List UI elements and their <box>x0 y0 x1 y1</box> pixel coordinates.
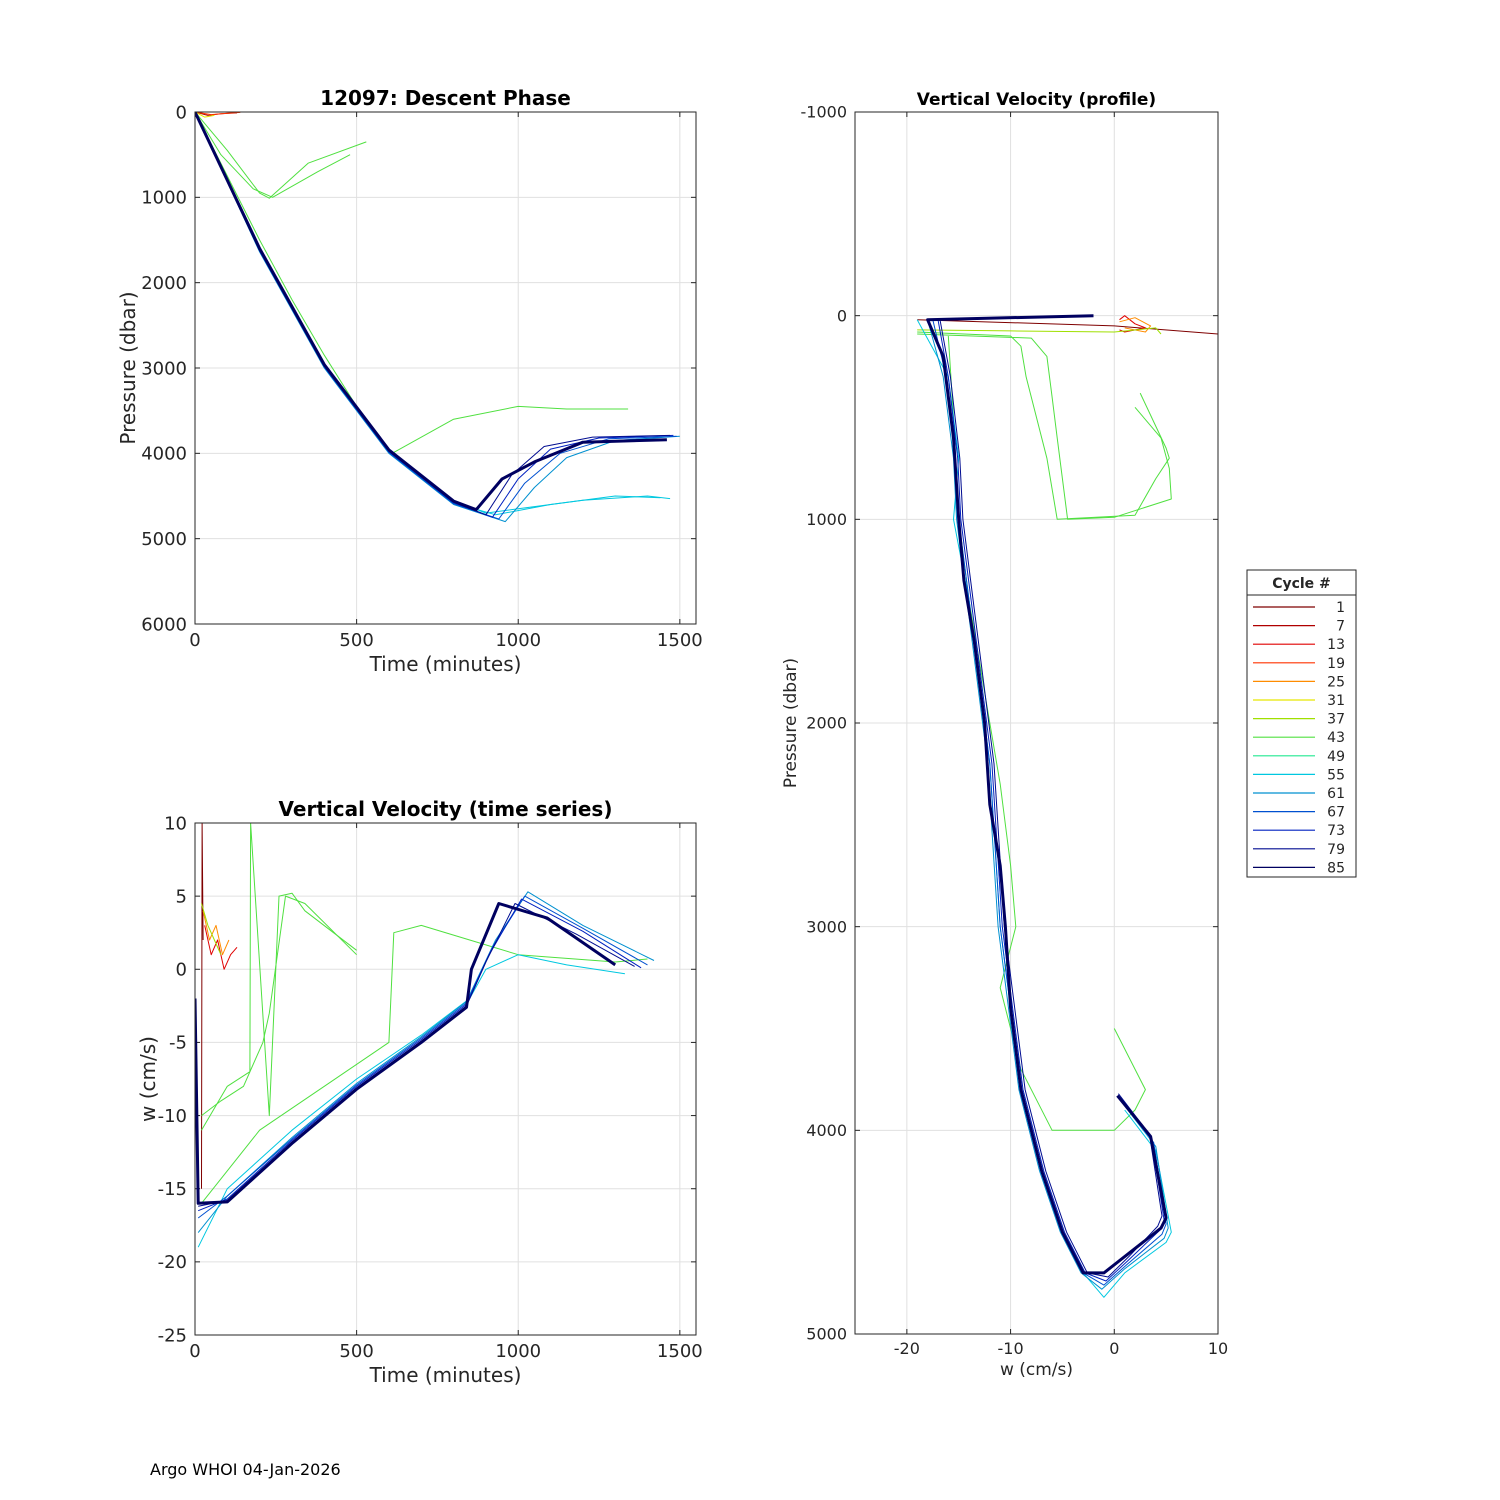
series-line-cycle-79 <box>939 319 1163 1278</box>
y-tick-label: -15 <box>158 1179 187 1200</box>
series-line-cycle-43a <box>201 895 357 1116</box>
x-axis-label: w (cm/s) <box>1000 1360 1073 1380</box>
legend-entry-label: 73 <box>1327 823 1345 839</box>
y-tick-label: -1000 <box>801 103 848 122</box>
legend-entry-label: 85 <box>1327 860 1345 876</box>
y-tick-label: 6000 <box>141 614 187 635</box>
series-line-cycle-31 <box>195 112 215 118</box>
y-tick-label: -10 <box>158 1106 187 1127</box>
series-line-cycle-1 <box>201 823 204 1189</box>
y-tick-label: 4000 <box>141 444 187 465</box>
x-tick-label: 1500 <box>657 1341 703 1362</box>
series-line-cycle-43b <box>201 823 357 1131</box>
x-tick-label: 1000 <box>495 1341 541 1362</box>
y-tick-label: -25 <box>158 1325 187 1346</box>
series-line-cycle-25 <box>202 910 230 956</box>
y-tick-label: 3000 <box>141 358 187 379</box>
chart-descent: 0 500 1000 1500 0 1000 2000 3000 4000 5000 6000 120… <box>116 86 703 676</box>
x-tick-label: -10 <box>998 1339 1024 1358</box>
series-line-cycle-73 <box>937 319 1165 1282</box>
series-line-cycle-37 <box>917 327 1162 335</box>
y-axis-label: Pressure (dbar) <box>116 291 140 444</box>
y-tick-label: 2000 <box>806 714 847 733</box>
series-line-cycle-73 <box>198 898 642 1212</box>
x-tick-label: 0 <box>1109 1339 1119 1358</box>
y-tick-label: 2000 <box>141 273 187 294</box>
series-line-cycle-43b <box>195 112 351 198</box>
y-tick-label: 5000 <box>806 1325 847 1344</box>
x-tick-label: 0 <box>189 1341 200 1362</box>
series-line-cycle-43b <box>917 333 1172 520</box>
legend-entry-label: 49 <box>1327 749 1345 765</box>
x-tick-label: 0 <box>189 630 200 651</box>
x-tick-label: 500 <box>339 1341 373 1362</box>
legend-entry-label: 7 <box>1336 619 1345 635</box>
series-group <box>916 314 1218 1298</box>
x-tick-label: 10 <box>1208 1339 1228 1358</box>
series-line-cycle-85 <box>926 314 1168 1275</box>
series-line-cycle-85 <box>195 902 617 1205</box>
chart-wprof: -20 -10 0 10 -1000 0 1000 2000 3000 4000 5000 Verti… <box>781 90 1228 1380</box>
y-tick-label: 0 <box>176 102 187 123</box>
series-line-cycle-61 <box>197 891 655 1233</box>
y-tick-label: -5 <box>169 1033 187 1054</box>
legend-title: Cycle # <box>1272 576 1331 592</box>
legend-entry-label: 43 <box>1327 730 1345 746</box>
y-axis-label: Pressure (dbar) <box>781 658 801 788</box>
axes-frame <box>194 822 697 1336</box>
y-tick-label: 4000 <box>806 1121 847 1140</box>
x-tick-label: 1500 <box>657 630 703 651</box>
series-line-cycle-37 <box>201 903 222 955</box>
legend-entry-label: 25 <box>1327 674 1345 690</box>
series-line-cycle-85 <box>195 112 667 512</box>
chart-wts: 0 500 1000 1500 10 5 0 -5 -10 -15 -20 -25 Vertical V… <box>136 797 703 1387</box>
footer-text: Argo WHOI 04-Jan-2026 <box>150 1460 341 1479</box>
x-tick-label: 1000 <box>495 630 541 651</box>
plot-area <box>195 823 696 1335</box>
legend-entry-label: 67 <box>1327 805 1345 821</box>
x-tick-label: 500 <box>339 630 373 651</box>
x-axis-label: Time (minutes) <box>369 652 522 676</box>
y-tick-label: 0 <box>837 306 847 325</box>
legend-box <box>1246 569 1357 878</box>
y-tick-label: 10 <box>164 813 187 834</box>
x-axis-label: Time (minutes) <box>369 1363 522 1387</box>
y-tick-label: 5 <box>176 886 187 907</box>
legend-entry-label: 1 <box>1336 600 1345 616</box>
series-line-cycle-19 <box>195 112 241 116</box>
legend-entry-label: 13 <box>1327 637 1345 653</box>
y-tick-label: 0 <box>176 960 187 981</box>
legend-entry-label: 31 <box>1327 693 1345 709</box>
series-line-cycle-25 <box>1119 317 1152 333</box>
axes-frame <box>854 111 1219 1335</box>
y-tick-label: -20 <box>158 1252 187 1273</box>
legend-entry-label: 79 <box>1327 842 1345 858</box>
chart-title: Vertical Velocity (profile) <box>917 90 1156 110</box>
chart-title: Vertical Velocity (time series) <box>279 797 613 821</box>
series-line-cycle-1 <box>917 319 1218 335</box>
y-tick-label: 1000 <box>141 188 187 209</box>
series-group <box>195 823 655 1248</box>
chart-title: 12097: Descent Phase <box>320 86 571 110</box>
series-line-cycle-43a <box>917 331 1170 520</box>
legend-entry-label: 19 <box>1327 656 1345 672</box>
axes-frame <box>194 111 697 625</box>
x-tick-label: -20 <box>894 1339 920 1358</box>
legend-entry-label: 55 <box>1327 767 1345 783</box>
series-line-cycle-67 <box>197 895 648 1219</box>
y-tick-label: 5000 <box>141 529 187 550</box>
legend-entry-label: 37 <box>1327 712 1345 728</box>
series-line-cycle-61 <box>927 319 1169 1290</box>
series-line-cycle-43a <box>195 112 367 199</box>
y-tick-label: 1000 <box>806 510 847 529</box>
series-line-cycle-13 <box>1119 315 1146 333</box>
series-group <box>195 112 680 523</box>
y-axis-label: w (cm/s) <box>136 1036 160 1122</box>
y-tick-label: 3000 <box>806 917 847 936</box>
series-line-cycle-55 <box>197 954 625 1248</box>
legend: Cycle # 1 7 13 19 25 31 37 43 49 55 61 67 73 79 85 <box>1246 569 1357 878</box>
series-line-cycle-43-deep <box>201 924 648 1204</box>
legend-entry-label: 61 <box>1327 786 1345 802</box>
